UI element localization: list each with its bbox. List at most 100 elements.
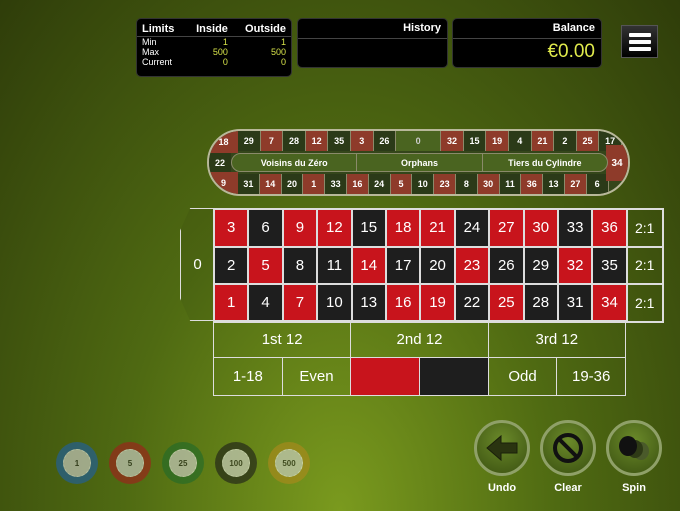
bet-even[interactable]: Even [283, 358, 352, 395]
number-cell[interactable]: 30 [523, 209, 558, 247]
history-panel: History [297, 18, 448, 68]
number-cell[interactable]: 5 [248, 246, 283, 284]
racetrack-number[interactable]: 4 [508, 131, 532, 151]
racetrack-number[interactable]: 9 [209, 172, 238, 194]
racetrack-number[interactable]: 12 [305, 131, 329, 151]
number-cell[interactable]: 35 [592, 246, 627, 284]
racetrack-number[interactable]: 5 [390, 174, 413, 194]
racetrack-number[interactable]: 28 [283, 131, 306, 151]
number-cell[interactable]: 7 [282, 284, 318, 322]
racetrack-number[interactable]: 13 [543, 174, 565, 194]
number-cell[interactable]: 17 [385, 246, 421, 284]
racetrack-number[interactable]: 2 [554, 131, 577, 151]
racetrack-number[interactable]: 1 [303, 174, 326, 194]
racetrack-number[interactable]: 18 [209, 131, 238, 153]
column-bet-2to1[interactable]: 2:1 [626, 246, 663, 284]
racetrack-number[interactable]: 14 [259, 174, 282, 194]
limits-panel: Limits Inside Outside Min 1 1 Max 500 500 Curr… [136, 18, 292, 77]
zero-cell[interactable]: 0 [180, 208, 214, 321]
racetrack-number[interactable]: 30 [477, 174, 500, 194]
bet-black[interactable] [420, 358, 489, 395]
racetrack-number[interactable]: 24 [368, 174, 391, 194]
dozen-2nd[interactable]: 2nd 12 [351, 321, 489, 357]
number-cell[interactable]: 15 [351, 209, 386, 247]
racetrack-number[interactable]: 22 [209, 153, 231, 172]
number-cell[interactable]: 4 [248, 284, 283, 322]
number-cell[interactable]: 27 [489, 209, 524, 247]
racetrack-number[interactable]: 8 [455, 174, 478, 194]
number-cell[interactable]: 14 [351, 246, 386, 284]
clear-button[interactable] [540, 420, 596, 476]
dozen-1st[interactable]: 1st 12 [214, 321, 352, 357]
number-cell[interactable]: 32 [557, 246, 593, 284]
undo-button[interactable] [474, 420, 530, 476]
racetrack-number[interactable]: 0 [396, 131, 442, 151]
voisins-du-zero-bet[interactable]: Voisins du Zéro [232, 154, 358, 171]
racetrack-number[interactable]: 3 [350, 131, 374, 151]
bet-19-36[interactable]: 19-36 [572, 368, 611, 385]
number-cell[interactable]: 6 [248, 209, 283, 247]
chip-25[interactable]: 25 [162, 442, 204, 484]
number-cell[interactable]: 9 [282, 209, 318, 247]
racetrack-number[interactable]: 15 [463, 131, 487, 151]
racetrack-number[interactable]: 36 [521, 174, 544, 194]
chip-value: 5 [116, 449, 144, 477]
dozen-3rd[interactable]: 3rd 12 [535, 330, 579, 348]
racetrack-number[interactable]: 23 [434, 174, 456, 194]
column-bet-2to1[interactable]: 2:1 [626, 284, 663, 322]
racetrack-number[interactable]: 20 [281, 174, 304, 194]
number-cell[interactable]: 10 [317, 284, 352, 322]
number-cell[interactable]: 28 [523, 284, 558, 322]
number-cell[interactable]: 3 [214, 209, 249, 247]
number-cell[interactable]: 24 [454, 209, 490, 247]
number-cell[interactable]: 19 [420, 284, 455, 322]
number-cell[interactable]: 12 [317, 209, 352, 247]
bet-red[interactable] [351, 358, 421, 395]
chip-5[interactable]: 5 [109, 442, 151, 484]
racetrack-number[interactable]: 29 [238, 131, 261, 151]
menu-button[interactable] [621, 25, 658, 58]
number-cell[interactable]: 33 [557, 209, 593, 247]
number-cell[interactable]: 1 [214, 284, 249, 322]
number-cell[interactable]: 20 [420, 246, 455, 284]
racetrack-number[interactable]: 33 [325, 174, 347, 194]
number-cell[interactable]: 34 [592, 284, 627, 322]
bet-1-18[interactable]: 1-18 [214, 358, 283, 395]
number-cell[interactable]: 18 [385, 209, 421, 247]
racetrack-number[interactable]: 10 [412, 174, 435, 194]
racetrack-number[interactable]: 32 [441, 131, 464, 151]
number-cell[interactable]: 26 [489, 246, 524, 284]
number-cell[interactable]: 29 [523, 246, 558, 284]
number-cell[interactable]: 23 [454, 246, 490, 284]
racetrack-number[interactable]: 35 [328, 131, 351, 151]
chip-500[interactable]: 500 [268, 442, 310, 484]
number-cell[interactable]: 31 [557, 284, 593, 322]
number-cell[interactable]: 16 [385, 284, 421, 322]
number-cell[interactable]: 11 [317, 246, 352, 284]
orphans-bet[interactable]: Orphans [357, 154, 483, 171]
chip-100[interactable]: 100 [215, 442, 257, 484]
racetrack-number[interactable]: 7 [260, 131, 284, 151]
racetrack-number[interactable]: 25 [576, 131, 600, 151]
number-cell[interactable]: 21 [420, 209, 455, 247]
number-cell[interactable]: 22 [454, 284, 490, 322]
bet-odd[interactable]: Odd [489, 358, 558, 395]
column-bet-2to1[interactable]: 2:1 [626, 209, 663, 247]
number-cell[interactable]: 25 [489, 284, 524, 322]
racetrack-number[interactable]: 6 [586, 174, 609, 194]
racetrack-number[interactable]: 31 [238, 174, 260, 194]
racetrack-number[interactable]: 21 [531, 131, 555, 151]
number-cell[interactable]: 2 [214, 246, 249, 284]
tiers-du-cylindre-bet[interactable]: Tiers du Cylindre [508, 157, 582, 168]
racetrack-number[interactable]: 16 [346, 174, 369, 194]
racetrack-number[interactable]: 19 [486, 131, 509, 151]
number-cell[interactable]: 36 [592, 209, 627, 247]
racetrack-number[interactable]: 27 [564, 174, 587, 194]
chip-1[interactable]: 1 [56, 442, 98, 484]
racetrack-number[interactable]: 11 [499, 174, 522, 194]
number-cell[interactable]: 13 [351, 284, 386, 322]
racetrack-number[interactable]: 34 [606, 145, 628, 181]
racetrack-number[interactable]: 26 [373, 131, 397, 151]
spin-button[interactable] [606, 420, 662, 476]
number-cell[interactable]: 8 [282, 246, 318, 284]
